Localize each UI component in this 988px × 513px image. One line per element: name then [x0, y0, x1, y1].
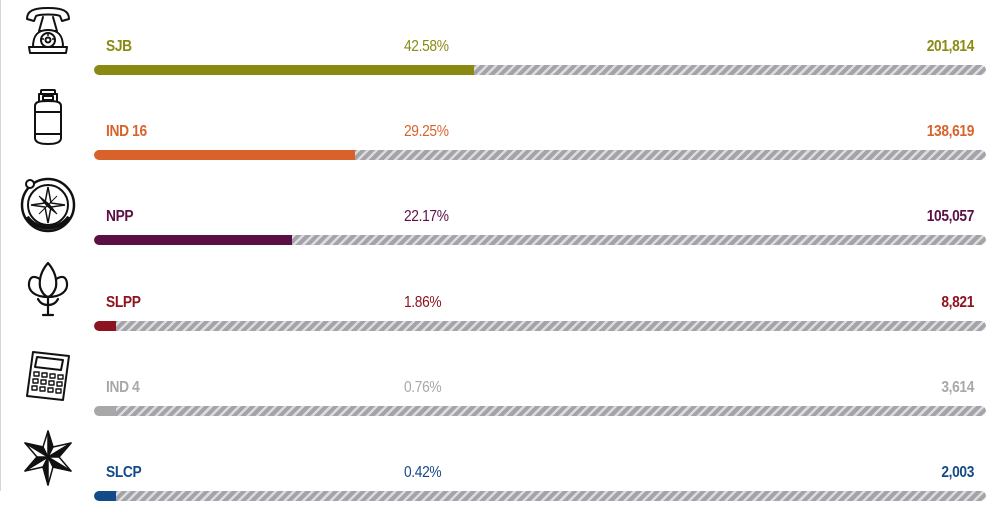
- gas-cylinder-icon: [18, 87, 78, 147]
- compass-icon: [18, 172, 78, 233]
- result-row-sjb: SJB 42.58% 201,814: [0, 2, 988, 87]
- bar-track: [94, 491, 986, 501]
- percent-label: 29.25%: [404, 123, 449, 140]
- percent-label: 0.76%: [404, 379, 442, 396]
- bar-track: [94, 235, 986, 245]
- party-name: IND 4: [106, 379, 140, 396]
- percent-label: 1.86%: [404, 294, 442, 311]
- telephone-icon: [18, 2, 78, 62]
- result-row-slcp: SLCP 0.42% 2,003: [0, 428, 988, 513]
- votes-label: 3,614: [941, 379, 974, 396]
- votes-label: 138,619: [926, 123, 975, 140]
- bar-track: [94, 321, 986, 331]
- bar-slpp: [94, 321, 116, 331]
- result-row-ind-4: IND 4 0.76% 3,614: [0, 343, 988, 428]
- party-name: SLCP: [106, 464, 142, 481]
- percent-label: 22.17%: [404, 208, 449, 225]
- votes-label: 2,003: [941, 464, 974, 481]
- bar-track: [94, 65, 986, 75]
- percent-label: 42.58%: [404, 38, 449, 55]
- star-icon: [18, 428, 78, 488]
- votes-label: 105,057: [926, 208, 975, 225]
- bar-track: [94, 406, 986, 416]
- left-divider: [0, 0, 1, 491]
- result-row-ind-16: IND 16 29.25% 138,619: [0, 87, 988, 172]
- bar-ind-16: [94, 150, 355, 160]
- lotus-bud-icon: [18, 258, 78, 318]
- votes-label: 201,814: [926, 38, 975, 55]
- bar-track: [94, 150, 986, 160]
- bar-ind-4: [94, 406, 116, 416]
- party-name: NPP: [106, 208, 134, 225]
- result-row-npp: NPP 22.17% 105,057: [0, 172, 988, 257]
- bar-slcp: [94, 491, 116, 501]
- calculator-icon: [18, 343, 78, 403]
- votes-label: 8,821: [941, 294, 974, 311]
- bar-sjb: [94, 65, 474, 75]
- party-name: SJB: [106, 38, 132, 55]
- percent-label: 0.42%: [404, 464, 442, 481]
- party-name: IND 16: [106, 123, 147, 140]
- party-name: SLPP: [106, 294, 141, 311]
- bar-npp: [94, 235, 292, 245]
- result-row-slpp: SLPP 1.86% 8,821: [0, 258, 988, 343]
